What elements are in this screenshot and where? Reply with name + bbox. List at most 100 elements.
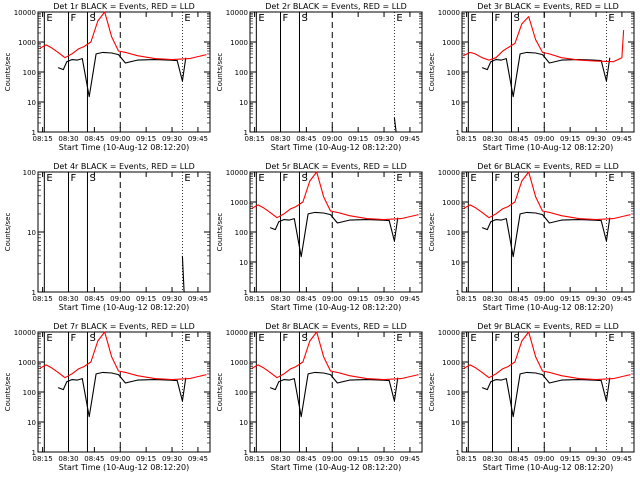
x-tick-label: 08:45 — [84, 455, 104, 463]
y-axis-title: Counts/sec — [4, 213, 12, 252]
x-tick-label: 08:30 — [58, 135, 78, 143]
x-axis-title: Start Time (10-Aug-12 08:12:20) — [483, 143, 614, 152]
marker-label: F — [70, 173, 76, 184]
x-tick-label: 09:45 — [400, 295, 420, 303]
x-tick-label: 09:00 — [322, 295, 342, 303]
panel-8: Det 8r BLACK = Events, RED = LLD 1 10 100 10… — [216, 322, 423, 472]
x-tick-label: 08:30 — [270, 455, 290, 463]
y-tick-label: 10 — [239, 419, 248, 427]
y-tick-label: 1000 — [18, 39, 36, 47]
lld-series-line — [462, 16, 625, 63]
y-tick-label: 10 — [451, 419, 460, 427]
y-tick-label: 10 — [239, 99, 248, 107]
x-tick-label: 08:15 — [33, 455, 53, 463]
x-tick-label: 09:30 — [586, 295, 606, 303]
x-tick-label: 09:15 — [136, 455, 156, 463]
y-tick-label: 100 — [447, 229, 460, 237]
x-tick-label: 09:30 — [374, 455, 394, 463]
x-tick-label: 09:00 — [534, 295, 554, 303]
x-tick-label: 09:45 — [612, 295, 632, 303]
y-axis-title: Counts/sec — [216, 213, 224, 252]
x-tick-label: 09:45 — [188, 295, 208, 303]
marker-label: E — [470, 13, 476, 24]
x-tick-label: 08:15 — [457, 455, 477, 463]
y-tick-label: 100 — [235, 389, 248, 397]
marker-label: E — [46, 13, 52, 24]
y-axis-title: Counts/sec — [4, 53, 12, 92]
y-tick-label: 1000 — [230, 199, 248, 207]
marker-label: F — [494, 173, 500, 184]
marker-label: E — [184, 13, 190, 24]
x-tick-label: 08:45 — [296, 295, 316, 303]
x-tick-label: 09:45 — [188, 135, 208, 143]
x-tick-label: 09:15 — [136, 135, 156, 143]
y-tick-label: 10 — [451, 99, 460, 107]
y-tick-label: 1 — [32, 129, 36, 137]
panel-5: Det 5r BLACK = Events, RED = LLD 1 10 100 10… — [216, 162, 423, 312]
panel-9: Det 9r BLACK = Events, RED = LLD 1 10 100 10… — [428, 322, 635, 472]
y-tick-label: 10000 — [14, 329, 36, 337]
x-tick-label: 08:15 — [245, 455, 265, 463]
marker-label: E — [396, 173, 402, 184]
y-tick-label: 100 — [235, 229, 248, 237]
marker-label: E — [46, 333, 52, 344]
marker-label: S — [89, 13, 95, 24]
x-tick-label: 08:15 — [245, 135, 265, 143]
x-tick-label: 09:30 — [162, 455, 182, 463]
marker-label: F — [282, 173, 288, 184]
y-tick-label: 10 — [451, 259, 460, 267]
y-tick-label: 1000 — [230, 39, 248, 47]
x-tick-label: 08:45 — [508, 135, 528, 143]
y-tick-label: 100 — [23, 169, 36, 177]
x-tick-label: 09:00 — [110, 455, 130, 463]
x-tick-label: 09:00 — [534, 135, 554, 143]
x-tick-label: 08:30 — [58, 455, 78, 463]
panel-title: Det 6r BLACK = Events, RED = LLD — [477, 162, 619, 171]
panel-title: Det 1r BLACK = Events, RED = LLD — [53, 2, 195, 11]
x-tick-label: 09:30 — [374, 135, 394, 143]
x-tick-label: 09:30 — [374, 295, 394, 303]
events-series-line — [481, 211, 611, 258]
marker-label: E — [396, 13, 402, 24]
x-tick-label: 08:45 — [296, 455, 316, 463]
events-series-line — [269, 371, 399, 418]
x-tick-label: 09:00 — [110, 295, 130, 303]
x-tick-label: 08:45 — [508, 455, 528, 463]
y-axis-title: Counts/sec — [428, 213, 436, 252]
events-series-line — [57, 371, 187, 418]
x-axis-title: Start Time (10-Aug-12 08:12:20) — [59, 143, 190, 152]
y-tick-label: 10000 — [14, 9, 36, 17]
plot-frame — [37, 171, 211, 293]
x-tick-label: 09:00 — [322, 455, 342, 463]
x-tick-label: 08:30 — [482, 135, 502, 143]
x-tick-label: 09:45 — [400, 455, 420, 463]
x-tick-label: 09:15 — [348, 455, 368, 463]
panel-title: Det 2r BLACK = Events, RED = LLD — [265, 2, 407, 11]
marker-label: E — [184, 173, 190, 184]
y-tick-label: 100 — [447, 69, 460, 77]
lld-series-line — [250, 171, 419, 221]
marker-label: E — [608, 173, 614, 184]
marker-label: S — [301, 333, 307, 344]
events-series-line — [269, 211, 399, 258]
y-axis-title: Counts/sec — [216, 373, 224, 412]
marker-label: S — [89, 173, 95, 184]
y-axis-title: Counts/sec — [428, 53, 436, 92]
y-tick-label: 1 — [456, 129, 460, 137]
y-tick-label: 10 — [27, 99, 36, 107]
x-axis-title: Start Time (10-Aug-12 08:12:20) — [271, 463, 402, 472]
y-tick-label: 100 — [23, 389, 36, 397]
y-tick-label: 100 — [23, 69, 36, 77]
y-tick-label: 1 — [456, 289, 460, 297]
x-tick-label: 08:45 — [508, 295, 528, 303]
panel-2: Det 2r BLACK = Events, RED = LLD 1 10 100 10… — [216, 2, 423, 152]
x-tick-label: 09:00 — [110, 135, 130, 143]
y-tick-label: 1000 — [442, 39, 460, 47]
panel-7: Det 7r BLACK = Events, RED = LLD 1 10 100 10… — [4, 322, 211, 472]
marker-label: F — [494, 13, 500, 24]
marker-label: F — [494, 333, 500, 344]
y-tick-label: 10000 — [226, 9, 248, 17]
y-tick-label: 10000 — [438, 169, 460, 177]
marker-label: E — [470, 173, 476, 184]
x-tick-label: 09:15 — [136, 295, 156, 303]
